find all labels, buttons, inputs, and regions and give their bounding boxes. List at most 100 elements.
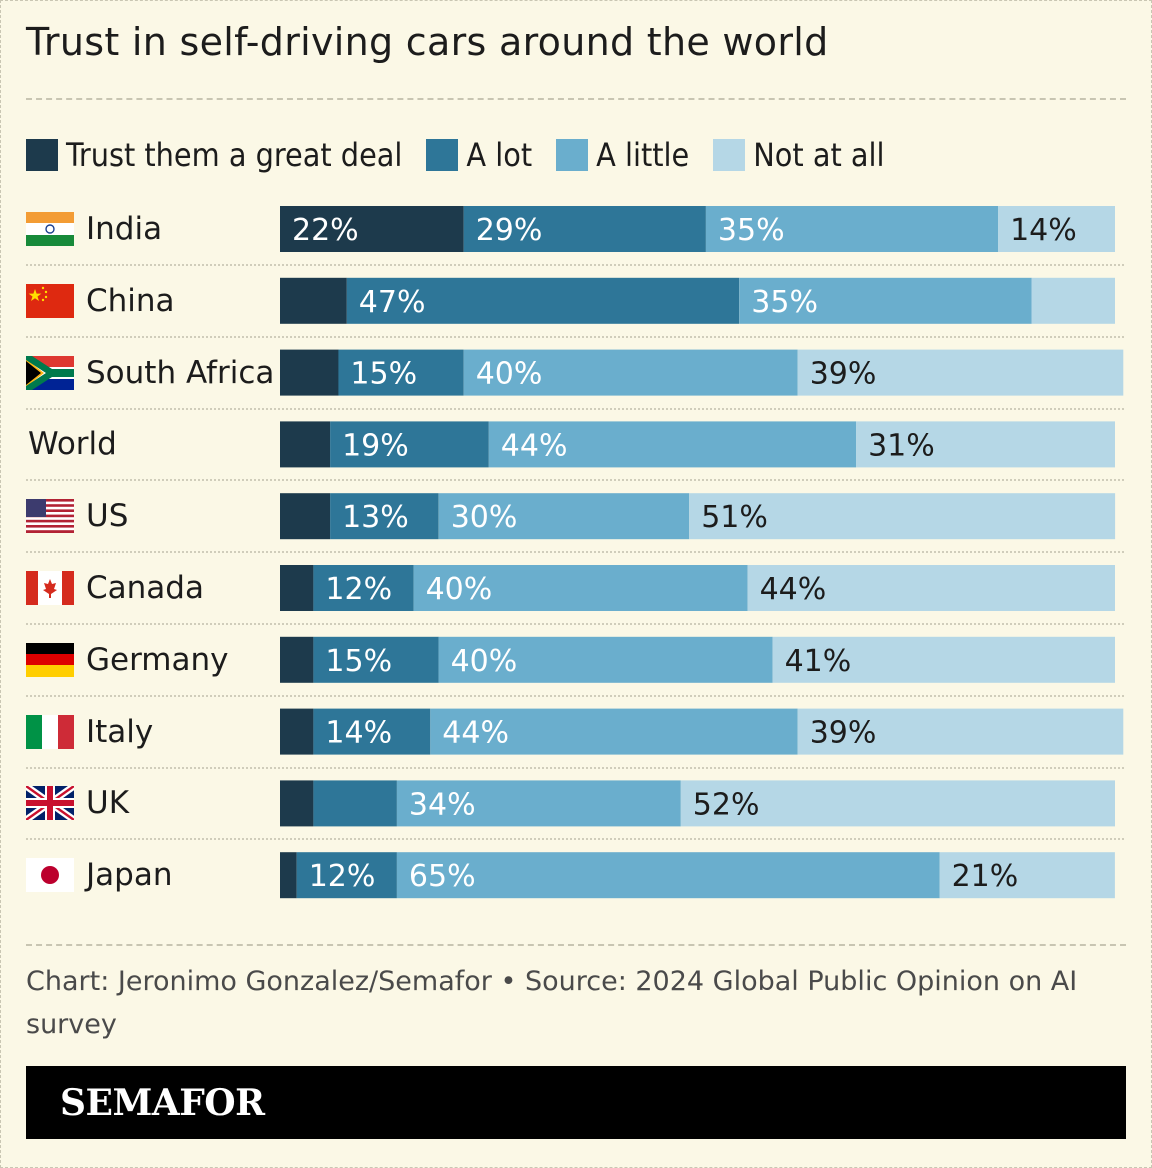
legend-label-a-lot: A lot (466, 136, 533, 174)
row-label-south-africa: South Africa (26, 350, 274, 396)
legend-swatch-not-at-all (713, 139, 746, 171)
japan-flag-icon (26, 858, 74, 893)
bar-segment-china-not-at-all (1031, 277, 1115, 324)
country-name: Germany (86, 641, 229, 678)
country-name: UK (86, 785, 130, 822)
row-divider (26, 407, 1124, 410)
row-label-china: China (26, 278, 175, 324)
country-name: Japan (86, 857, 173, 894)
bar-segment-us-great-deal (280, 493, 331, 540)
data-label-japan-not-at-all: 21% (952, 859, 1019, 894)
data-label-china-a-little: 35% (751, 285, 818, 320)
bar-segment-us-a-lot (330, 493, 439, 540)
brand-bar: SEMAFOR (26, 1066, 1126, 1139)
country-name: India (86, 211, 163, 247)
row-label-us: US (26, 493, 128, 539)
country-name: Italy (86, 713, 154, 750)
legend-label-a-little: A little (596, 136, 690, 174)
data-label-italy-a-lot: 14% (325, 716, 392, 751)
data-label-india-great-deal: 22% (292, 213, 359, 248)
data-label-india-not-at-all: 14% (1010, 213, 1077, 248)
row-divider (26, 551, 1124, 554)
data-label-uk-not-at-all: 52% (693, 787, 760, 822)
bar-segment-china-a-little (739, 277, 1032, 324)
china-flag-icon (26, 283, 74, 318)
data-label-germany-not-at-all: 41% (785, 644, 852, 679)
data-label-south-africa-not-at-all: 39% (810, 357, 877, 392)
country-name: China (86, 282, 175, 319)
row-label-canada: Canada (26, 565, 204, 611)
row-divider (26, 694, 1124, 697)
country-name: Canada (86, 570, 204, 606)
bar-segment-south-africa-a-lot (338, 349, 464, 396)
row-divider (26, 838, 1124, 841)
bar-segment-world-great-deal (280, 421, 331, 468)
legend-item-a-lot: A lot (426, 136, 532, 174)
country-name: US (86, 498, 129, 535)
bar-segment-world-not-at-all (856, 421, 1115, 468)
bar-segment-world-a-lot (330, 421, 489, 468)
bar-segment-canada-a-lot (313, 565, 414, 611)
bar-segment-india-a-lot (463, 206, 706, 252)
bar-segment-uk-a-lot (313, 780, 397, 827)
legend-swatch-a-lot (426, 139, 459, 171)
bar-segment-india-great-deal (280, 206, 464, 252)
bar-segment-uk-a-little (396, 780, 681, 827)
india-flag-icon (26, 212, 74, 246)
data-label-world-a-lot: 19% (342, 428, 409, 463)
bar-segment-japan-great-deal (280, 852, 297, 899)
bar-segment-japan-not-at-all (939, 852, 1115, 899)
bar-segment-uk-great-deal (280, 780, 314, 827)
row-divider (26, 623, 1124, 625)
data-label-south-africa-a-lot: 15% (350, 357, 417, 392)
country-name: World (28, 426, 117, 463)
legend-label-not-at-all: Not at all (753, 136, 885, 174)
bar-segment-germany-not-at-all (772, 636, 1115, 683)
row-divider (26, 264, 1124, 266)
bar-segment-germany-a-little (438, 636, 773, 683)
bar-segment-germany-great-deal (280, 636, 314, 683)
title-divider (26, 98, 1126, 100)
bar-segment-italy-a-lot (313, 708, 431, 755)
bar-segment-india-not-at-all (998, 206, 1115, 252)
data-label-japan-a-lot: 12% (309, 859, 376, 894)
data-label-germany-a-lot: 15% (325, 644, 392, 679)
data-label-india-a-little: 35% (718, 213, 785, 248)
bar-segment-japan-a-lot (296, 852, 397, 899)
data-label-us-a-lot: 13% (342, 500, 409, 535)
bar-segment-us-not-at-all (689, 493, 1116, 540)
row-label-germany: Germany (26, 637, 228, 683)
bar-segment-canada-great-deal (280, 565, 314, 611)
bar-segment-italy-a-little (430, 708, 798, 755)
row-label-japan: Japan (26, 852, 172, 898)
row-divider (26, 335, 1124, 338)
uk-flag-icon (26, 786, 74, 821)
data-label-south-africa-a-little: 40% (476, 357, 543, 392)
bar-segment-china-a-lot (346, 277, 740, 324)
data-label-us-not-at-all: 51% (701, 500, 768, 535)
legend-swatch-a-little (556, 139, 589, 171)
chart-title: Trust in self-driving cars around the wo… (26, 20, 829, 64)
data-label-us-a-little: 30% (451, 500, 518, 535)
data-label-china-a-lot: 47% (359, 285, 426, 320)
row-label-world: World (26, 421, 117, 467)
row-label-uk: UK (26, 780, 129, 826)
canada-flag-icon (26, 571, 74, 605)
bar-segment-japan-a-little (396, 852, 940, 899)
legend-label-great-deal: Trust them a great deal (66, 136, 403, 174)
bar-segment-canada-not-at-all (747, 565, 1115, 611)
country-name: South Africa (86, 354, 275, 391)
bar-segment-italy-not-at-all (797, 708, 1124, 755)
bar-segment-canada-a-little (413, 565, 748, 611)
south-africa-flag-icon (26, 355, 74, 390)
legend-item-a-little: A little (556, 136, 689, 174)
bar-segment-us-a-little (438, 493, 690, 540)
data-label-italy-a-little: 44% (442, 716, 509, 751)
bar-segment-china-great-deal (280, 277, 347, 324)
bar-segment-south-africa-not-at-all (797, 349, 1124, 396)
data-label-italy-not-at-all: 39% (810, 716, 877, 751)
source-credit: Chart: Jeronimo Gonzalez/Semafor • Sourc… (26, 966, 1078, 1040)
bar-segment-germany-a-lot (313, 636, 439, 683)
data-label-canada-a-lot: 12% (325, 572, 392, 607)
